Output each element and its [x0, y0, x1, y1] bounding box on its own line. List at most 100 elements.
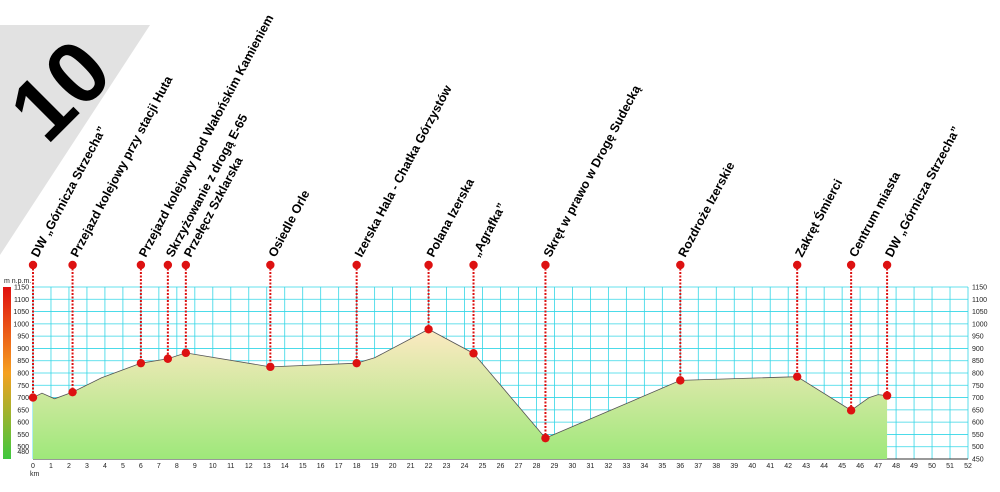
x-tick-label: 49	[910, 463, 918, 470]
y-tick-label-right: 900	[972, 346, 984, 353]
x-tick-label: 40	[748, 463, 756, 470]
waypoint: Polana Izerska	[424, 175, 478, 334]
x-tick-label: 17	[335, 463, 343, 470]
axis-ticks: 4805005506006507007508008509009501000105…	[13, 285, 987, 471]
x-tick-label: 47	[874, 463, 882, 470]
x-tick-label: 0	[31, 463, 35, 470]
x-tick-label: 42	[784, 463, 792, 470]
x-tick-label: 6	[139, 463, 143, 470]
y-tick-label-left: 1050	[13, 309, 29, 316]
x-tick-label: 39	[730, 463, 738, 470]
waypoint-profile-marker	[882, 391, 892, 400]
waypoint-profile-marker	[541, 433, 550, 443]
x-tick-label: 30	[569, 463, 577, 470]
x-tick-label: 52	[964, 463, 972, 470]
waypoint-top-marker	[181, 260, 191, 270]
x-tick-label: 5	[121, 463, 125, 470]
x-tick-label: 10	[209, 463, 217, 470]
y-tick-label-left: 500	[17, 444, 29, 451]
waypoint-label: Skręt w prawo w Drogę Sudecką	[541, 82, 644, 259]
y-tick-label-right: 1100	[972, 297, 987, 304]
x-tick-label: 9	[193, 463, 197, 470]
x-tick-label: 36	[676, 463, 684, 470]
x-axis-label: km	[30, 471, 40, 478]
waypoint-top-marker	[28, 260, 38, 270]
x-tick-label: 11	[227, 463, 234, 470]
x-tick-label: 38	[712, 463, 720, 470]
waypoint-profile-marker	[28, 393, 38, 402]
waypoint: Rozdroże Izerskie	[676, 160, 738, 385]
x-tick-label: 33	[622, 463, 630, 470]
x-tick-label: 20	[389, 463, 397, 470]
waypoint-profile-marker	[424, 325, 433, 334]
waypoint-profile-marker	[163, 354, 173, 363]
elevation-color-scale	[3, 287, 11, 459]
waypoint-top-marker	[846, 260, 856, 270]
y-tick-label-right: 750	[972, 383, 984, 390]
x-tick-label: 15	[299, 463, 307, 470]
y-tick-label-right: 550	[972, 432, 984, 439]
x-tick-label: 3	[85, 463, 89, 470]
waypoint-label: Polana Izerska	[424, 175, 478, 259]
x-tick-label: 21	[407, 463, 415, 470]
waypoint-top-marker	[68, 260, 77, 270]
x-tick-label: 22	[425, 463, 433, 470]
y-tick-label-left: 750	[17, 383, 29, 390]
x-tick-label: 35	[658, 463, 666, 470]
y-tick-label-right: 500	[972, 444, 984, 451]
y-tick-label-right: 950	[972, 334, 984, 341]
x-tick-label: 31	[587, 463, 595, 470]
waypoint-top-marker	[469, 260, 478, 270]
y-tick-label-left: 950	[17, 334, 29, 341]
x-tick-label: 14	[281, 463, 289, 470]
y-tick-label-right: 1050	[972, 309, 988, 316]
y-tick-label-right: 700	[972, 395, 984, 402]
waypoint-top-marker	[541, 260, 550, 270]
corner-background	[0, 25, 150, 255]
waypoint-label: „Agrafka”	[469, 201, 509, 260]
waypoint-top-marker	[136, 260, 146, 270]
y-tick-label-left: 480	[17, 449, 29, 456]
y-tick-label-left: 1150	[14, 285, 29, 292]
x-tick-label: 43	[802, 463, 810, 470]
x-tick-label: 48	[892, 463, 900, 470]
waypoint: Zakręt Śmierci	[792, 176, 846, 381]
y-tick-label-left: 800	[17, 371, 29, 378]
elevation-line	[32, 328, 888, 439]
y-tick-label-right: 850	[972, 358, 984, 365]
x-tick-label: 25	[479, 463, 487, 470]
y-tick-label-left: 650	[17, 407, 29, 414]
waypoint-profile-marker	[469, 349, 478, 358]
y-tick-label-right: 600	[972, 420, 984, 427]
x-tick-label: 24	[461, 463, 469, 470]
x-tick-label: 51	[946, 463, 954, 470]
y-tick-label-left: 550	[17, 432, 29, 439]
y-tick-label-right: 1000	[972, 321, 988, 328]
waypoint-profile-marker	[68, 387, 77, 397]
waypoint-profile-marker	[181, 348, 191, 358]
x-tick-label: 1	[49, 463, 53, 470]
y-tick-label-right: 450	[972, 457, 984, 464]
waypoint-top-marker	[352, 260, 361, 270]
x-tick-label: 32	[604, 463, 612, 470]
x-tick-label: 7	[157, 463, 161, 470]
waypoint-profile-marker	[266, 362, 275, 372]
waypoint-label: Zakręt Śmierci	[792, 176, 846, 259]
x-tick-label: 2	[67, 463, 71, 470]
x-tick-label: 13	[263, 463, 271, 470]
y-tick-label-right: 800	[972, 371, 984, 378]
x-tick-label: 41	[766, 463, 774, 470]
waypoint: „Agrafka”	[469, 201, 509, 358]
y-tick-label-left: 700	[17, 395, 29, 402]
y-tick-label-left: 850	[17, 358, 29, 365]
y-tick-label-left: 900	[17, 346, 29, 353]
y-tick-label-left: 1000	[13, 321, 29, 328]
x-tick-label: 16	[317, 463, 325, 470]
waypoint: Centrum miasta	[846, 168, 904, 415]
x-tick-label: 8	[175, 463, 179, 470]
x-tick-label: 18	[353, 463, 361, 470]
waypoint: DW „Górnicza Strzecha”	[882, 124, 963, 400]
waypoint-profile-marker	[846, 406, 856, 415]
